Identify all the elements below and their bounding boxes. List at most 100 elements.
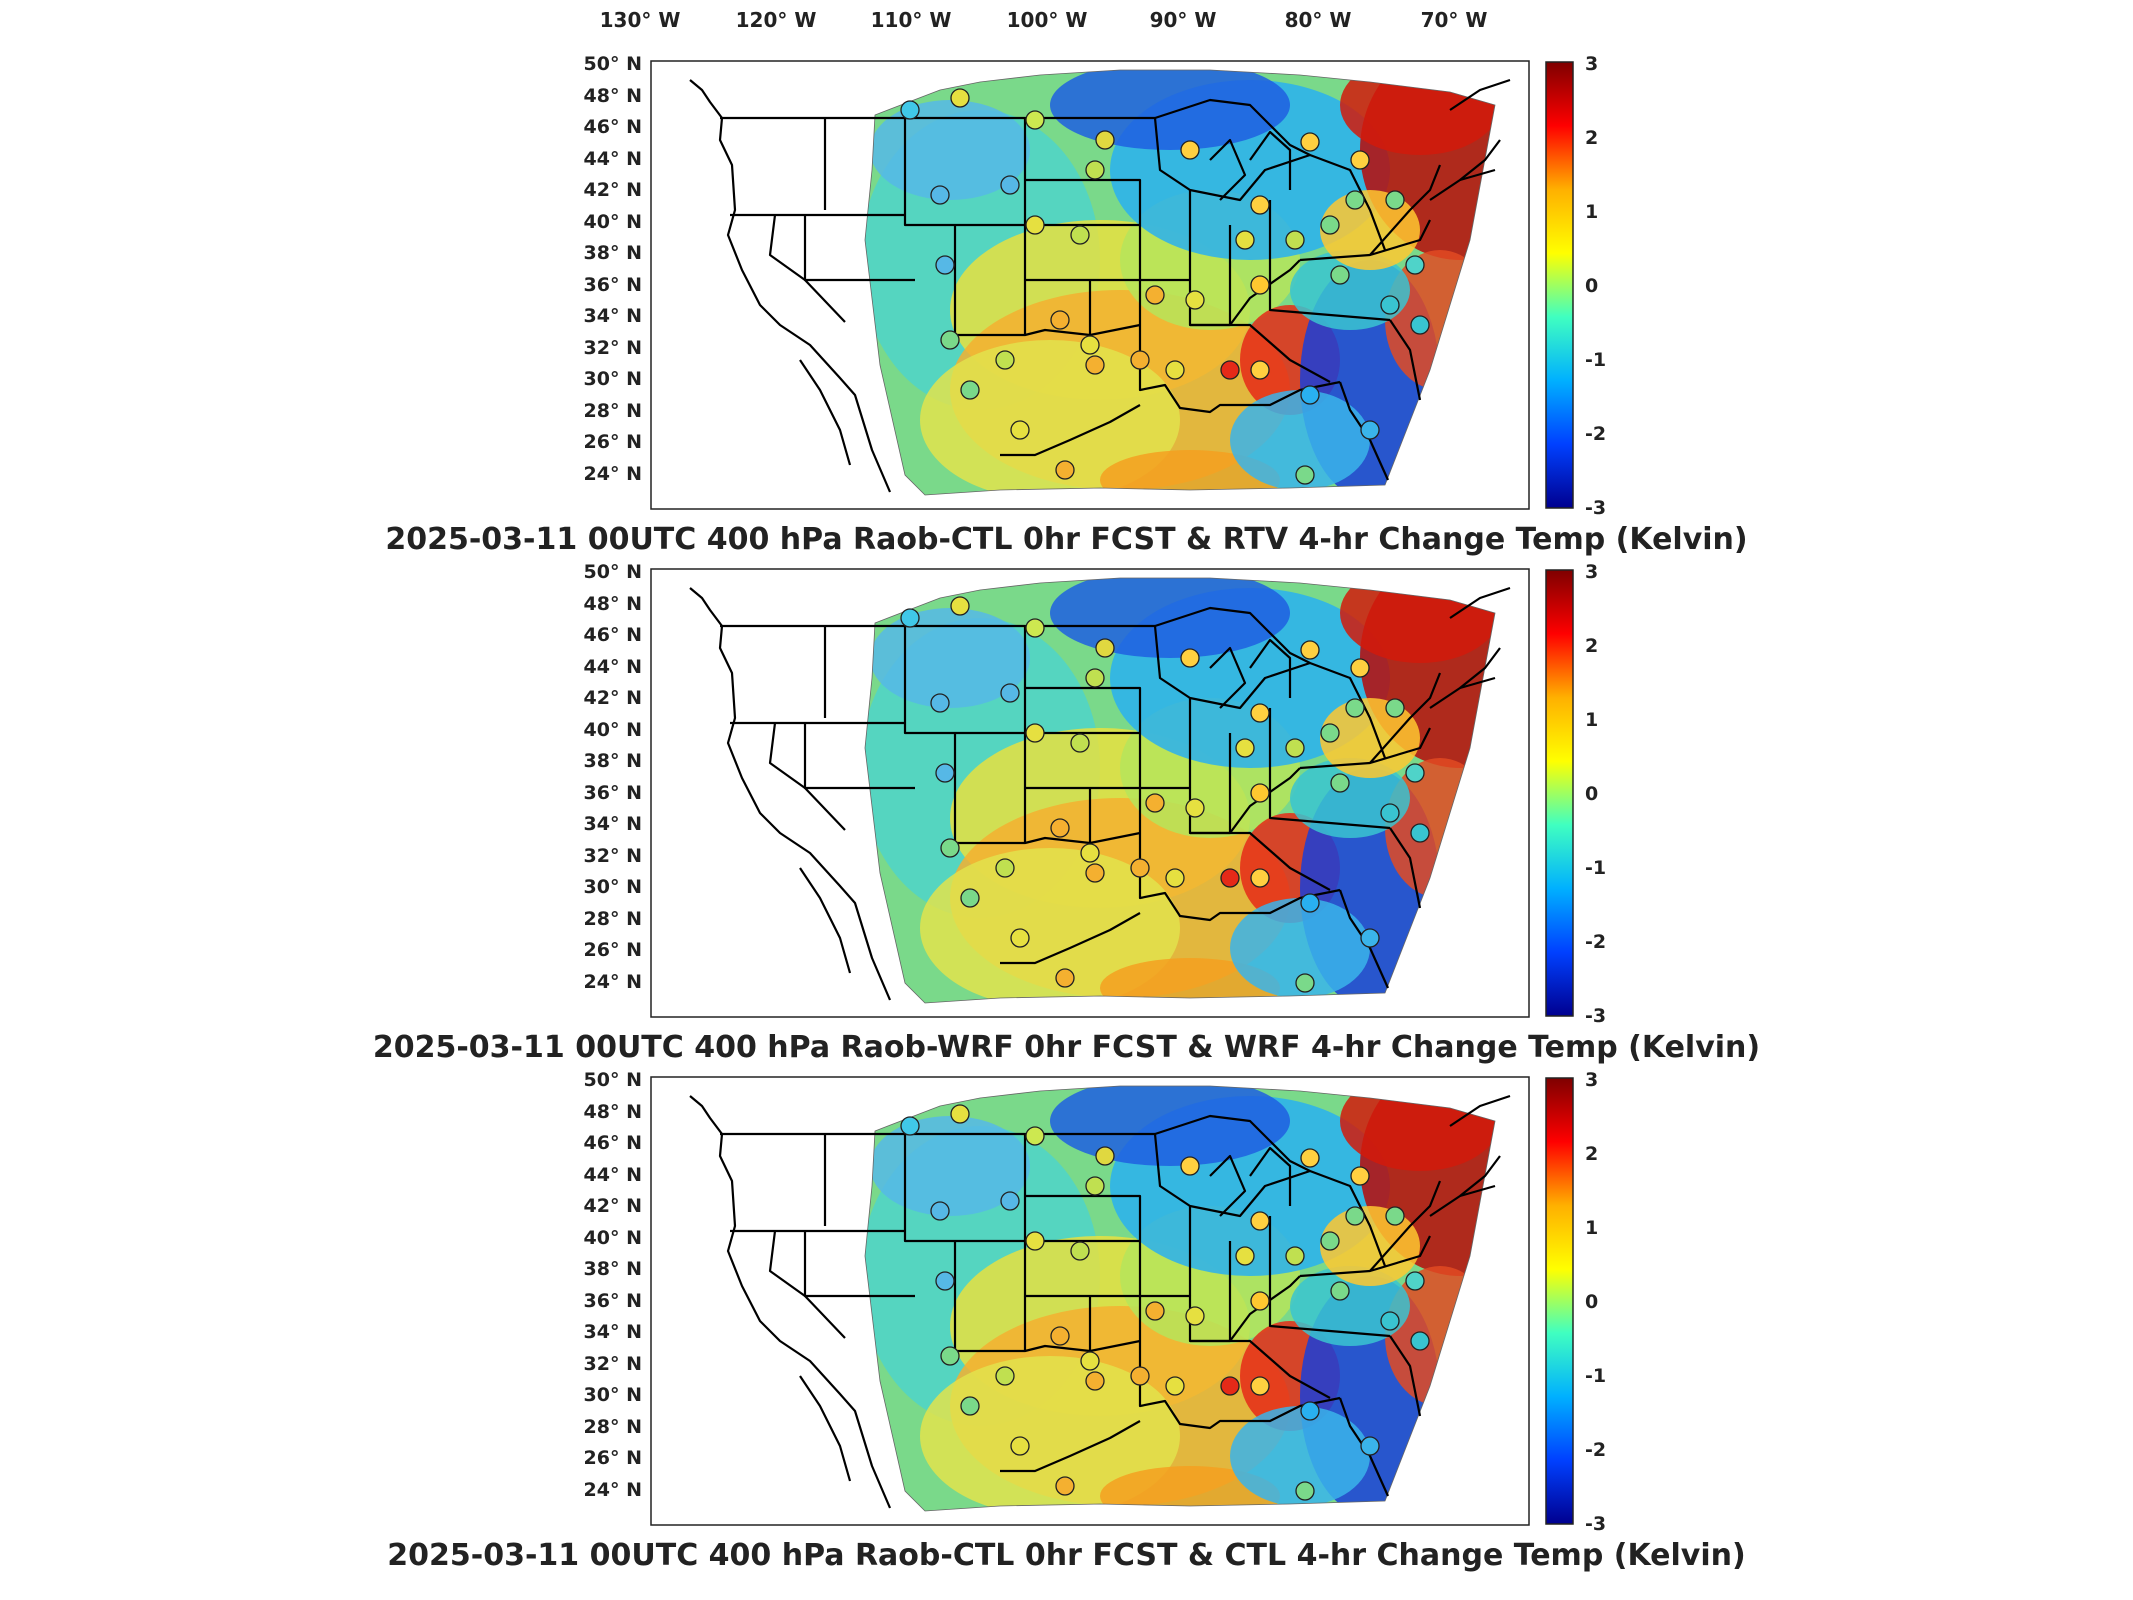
state-border — [1249, 1146, 1292, 1206]
state-border — [1429, 139, 1501, 201]
state-border — [1459, 676, 1496, 690]
map-panel-3: 50° N 48° N 46° N 44° N 42° N 40° N 38° N 36° N… — [0, 1069, 2133, 1586]
raob-station-marker — [960, 1396, 980, 1416]
raob-station-marker — [1410, 1331, 1430, 1351]
raob-station-marker — [935, 763, 955, 783]
lat-label: 26° N — [583, 939, 642, 961]
raob-station-marker — [1295, 1481, 1315, 1501]
map-frame — [650, 1076, 1530, 1526]
raob-station-marker — [1185, 798, 1205, 818]
colorbar-tick-label: 2 — [1585, 1143, 1599, 1165]
raob-station-marker — [1385, 698, 1405, 718]
lat-label: 34° N — [583, 305, 642, 327]
lat-label: 32° N — [583, 336, 642, 359]
state-border — [1249, 130, 1292, 190]
state-border — [1138, 225, 1341, 414]
panel-title: 2025-03-11 00UTC 400 hPa Raob-CTL 0hr FC… — [385, 522, 1748, 557]
raob-station-marker — [1410, 315, 1430, 335]
raob-station-marker — [1250, 195, 1270, 215]
raob-station-marker — [950, 596, 970, 616]
state-border — [768, 722, 846, 831]
raob-station-marker — [1380, 1311, 1400, 1331]
raob-station-marker — [1085, 355, 1105, 375]
lon-label: 110° W — [870, 8, 952, 32]
state-border — [1459, 1184, 1496, 1198]
raob-station-marker — [1095, 638, 1115, 658]
state-border — [1138, 1241, 1341, 1430]
raob-station-marker — [1235, 230, 1255, 250]
raob-station-marker — [1345, 1206, 1365, 1226]
colorbar — [1545, 569, 1574, 1017]
raob-station-marker — [1185, 290, 1205, 310]
colorbar-tick-label: -2 — [1585, 931, 1607, 953]
lat-label: 48° N — [583, 592, 642, 615]
state-border — [1449, 1094, 1511, 1127]
raob-station-marker — [1025, 1126, 1045, 1146]
field-anomaly — [920, 1356, 1180, 1511]
lat-label: 34° N — [583, 1321, 642, 1343]
raob-station-marker — [1130, 1366, 1150, 1386]
state-border — [1209, 646, 1247, 709]
raob-station-marker — [1250, 275, 1270, 295]
raob-station-marker — [1165, 868, 1185, 888]
field-anomaly — [1230, 898, 1370, 998]
state-border — [1369, 1180, 1442, 1272]
state-border — [1024, 1339, 1141, 1353]
colorbar-tick-label: -3 — [1585, 1513, 1607, 1535]
latitude-axis: 50° N 48° N 46° N 44° N 42° N 40° N 38° N 36° N… — [560, 53, 642, 520]
raob-station-marker — [1405, 1271, 1425, 1291]
raob-station-marker — [940, 330, 960, 350]
raob-station-marker — [1180, 1156, 1200, 1176]
state-border — [1190, 831, 1331, 891]
raob-station-marker — [1295, 465, 1315, 485]
raob-station-marker — [1350, 1166, 1370, 1186]
temperature-map — [650, 568, 1530, 1018]
state-border — [1268, 1216, 1391, 1338]
state-border — [689, 587, 892, 1001]
lat-label: 28° N — [583, 399, 642, 422]
raob-station-marker — [1070, 1241, 1090, 1261]
raob-station-marker — [1010, 928, 1030, 948]
colorbar-tick-label: 0 — [1585, 1291, 1599, 1313]
lat-label: 42° N — [583, 687, 642, 709]
colorbar-gradient — [1545, 569, 1574, 1017]
raob-station-marker — [1025, 723, 1045, 743]
state-border — [953, 1241, 1027, 1353]
lon-label: 130° W — [599, 8, 681, 32]
colorbar-gradient — [1545, 1077, 1574, 1525]
state-border — [803, 215, 915, 282]
lat-label: 24° N — [583, 462, 642, 485]
raob-station-marker — [940, 1346, 960, 1366]
temperature-field — [865, 1086, 1495, 1511]
lon-label: 80° W — [1284, 8, 1352, 32]
field-anomaly — [1320, 698, 1420, 778]
raob-station-marker — [900, 1116, 920, 1136]
map-panel-2: 50° N 48° N 46° N 44° N 42° N 40° N 38° N 36° N… — [0, 561, 2133, 1078]
raob-station-marker — [1025, 110, 1045, 130]
raob-station-marker — [1320, 215, 1340, 235]
raob-observations — [900, 88, 1430, 485]
raob-station-marker — [1350, 658, 1370, 678]
colorbar-tick-label: 1 — [1585, 201, 1599, 223]
state-border — [1154, 1114, 1311, 1172]
raob-station-marker — [1320, 723, 1340, 743]
state-border — [1209, 1154, 1247, 1217]
lat-label: 44° N — [583, 655, 642, 678]
panel-title: 2025-03-11 00UTC 400 hPa Raob-CTL 0hr FC… — [387, 1538, 1746, 1573]
field-anomaly — [1050, 70, 1290, 150]
state-border — [689, 79, 892, 493]
state-border — [1299, 1235, 1431, 1278]
field-anomaly — [870, 100, 1030, 200]
lat-label: 26° N — [583, 1447, 642, 1469]
raob-station-marker — [1320, 1231, 1340, 1251]
raob-station-marker — [1220, 868, 1240, 888]
raob-station-marker — [1130, 858, 1150, 878]
field-anomaly — [1050, 578, 1290, 658]
raob-station-marker — [1010, 420, 1030, 440]
colorbar-tick-label: 0 — [1585, 783, 1599, 805]
raob-station-marker — [1070, 733, 1090, 753]
model-domain-outline — [864, 69, 1496, 496]
raob-station-marker — [1330, 1281, 1350, 1301]
temperature-map — [650, 1076, 1530, 1526]
raob-station-marker — [1405, 763, 1425, 783]
